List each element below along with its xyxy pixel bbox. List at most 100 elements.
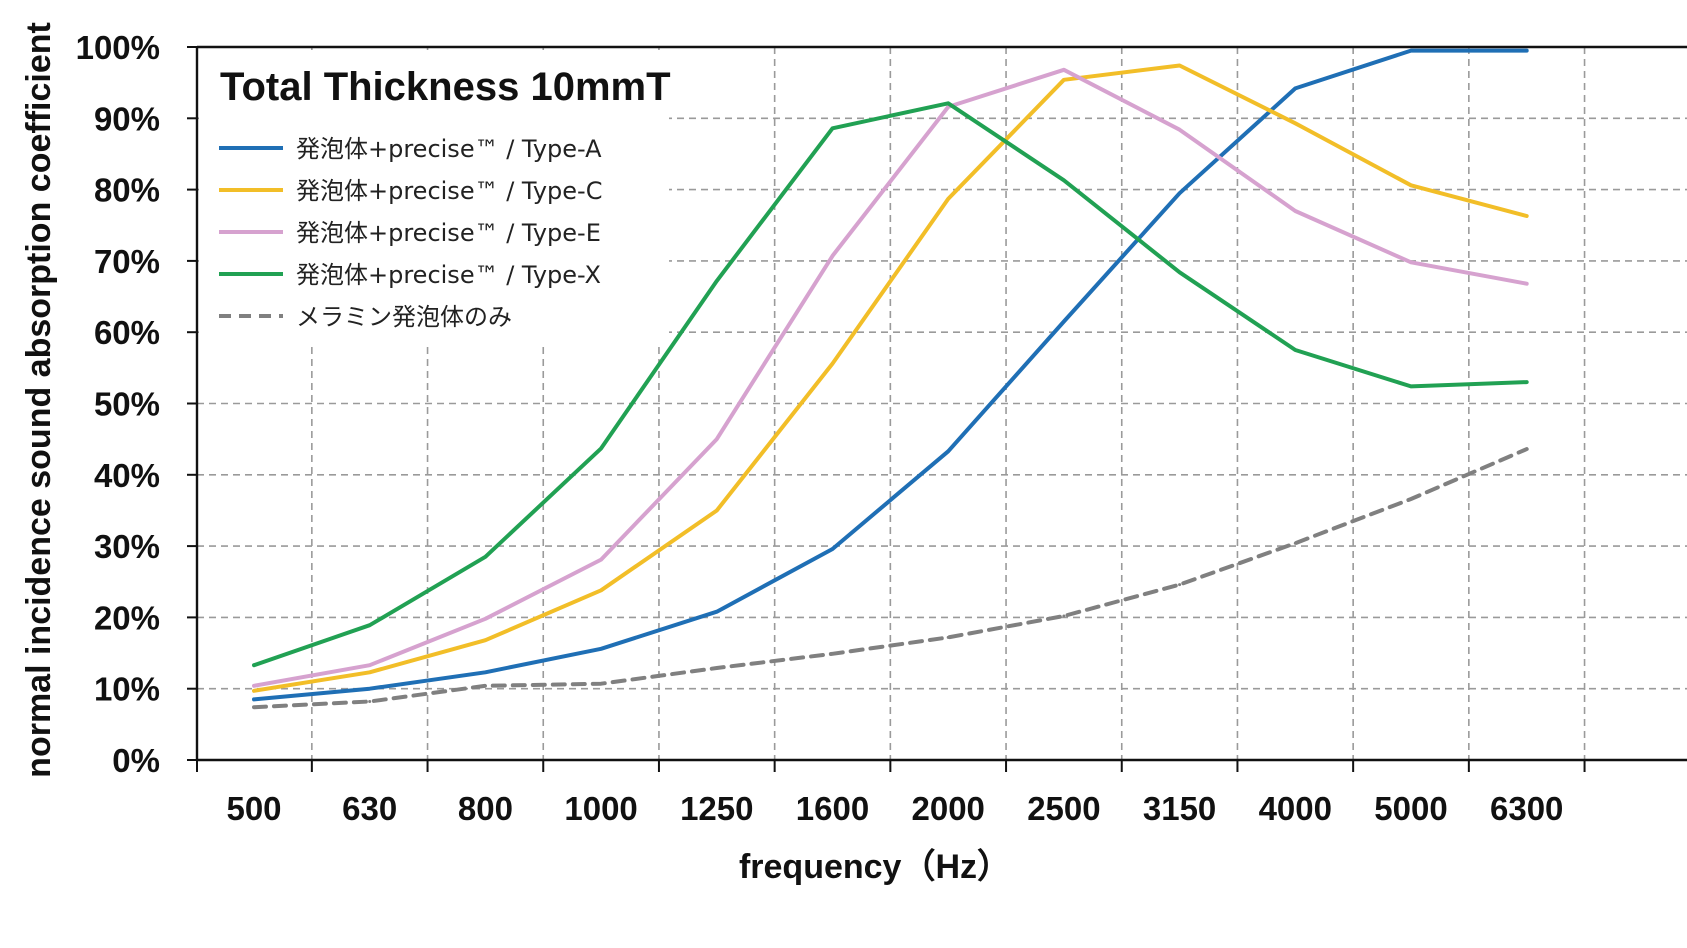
data-point: [1062, 178, 1066, 182]
legend-label-1: 発泡体+precise™ / Type-A: [296, 135, 602, 163]
data-point: [1525, 214, 1529, 218]
data-point: [1178, 64, 1182, 68]
x-tick-label: 500: [226, 790, 281, 827]
data-point: [831, 362, 834, 366]
data-point: [252, 663, 256, 667]
data-point: [715, 508, 719, 512]
data-point: [831, 547, 834, 551]
data-point: [1062, 614, 1066, 618]
data-point: [715, 437, 719, 441]
data-point: [368, 670, 372, 674]
data-point: [368, 623, 372, 627]
data-point: [483, 617, 487, 621]
data-point: [1293, 348, 1297, 352]
data-point: [252, 705, 256, 709]
data-point: [252, 689, 256, 693]
data-point: [1062, 320, 1066, 324]
x-tick-label: 1000: [564, 790, 637, 827]
data-point: [715, 279, 719, 283]
x-tick-label: 1250: [680, 790, 753, 827]
data-point: [599, 558, 603, 562]
data-point: [1293, 86, 1297, 90]
x-tick-label: 4000: [1259, 790, 1332, 827]
y-tick-label: 40%: [94, 457, 160, 494]
legend-label-4: 発泡体+precise™ / Type-X: [296, 261, 601, 289]
legend-background: [199, 50, 669, 345]
data-point: [1409, 384, 1413, 388]
x-tick-label: 2000: [911, 790, 984, 827]
legend-label-3: 発泡体+precise™ / Type-E: [296, 219, 601, 247]
data-point: [946, 197, 950, 201]
x-tick-label: 630: [342, 790, 397, 827]
x-tick-label: 5000: [1374, 790, 1447, 827]
data-point: [831, 254, 834, 258]
data-point: [1409, 49, 1413, 53]
legend-label-5: メラミン発泡体のみ: [296, 303, 512, 331]
y-tick-label: 100%: [76, 29, 160, 66]
data-point: [368, 700, 372, 704]
data-point: [946, 449, 950, 453]
series-line-3: [252, 67, 1529, 688]
series-line-5: [252, 447, 1529, 710]
data-point: [599, 682, 603, 686]
y-tick-label: 10%: [94, 671, 160, 708]
data-point: [483, 684, 487, 688]
data-point: [1525, 282, 1529, 286]
x-tick-label: 6300: [1490, 790, 1563, 827]
data-point: [715, 610, 719, 614]
data-point: [1293, 541, 1297, 545]
data-point: [483, 555, 487, 559]
data-point: [946, 635, 950, 639]
data-point: [715, 666, 719, 670]
data-point: [1178, 191, 1182, 195]
data-point: [483, 670, 487, 674]
data-point: [483, 638, 487, 642]
series-lines: [252, 48, 1529, 710]
data-point: [1525, 380, 1529, 384]
y-tick-label: 70%: [94, 243, 160, 280]
data-point: [1293, 209, 1297, 213]
x-tick-label: 2500: [1027, 790, 1100, 827]
y-tick-label: 0%: [112, 742, 160, 779]
data-point: [368, 663, 372, 667]
x-tick-label: 1600: [796, 790, 869, 827]
data-point: [599, 647, 603, 651]
y-tick-label: 60%: [94, 314, 160, 351]
data-point: [831, 126, 834, 130]
legend: 発泡体+precise™ / Type-A 発泡体+precise™ / Type…: [219, 135, 602, 331]
data-point: [1062, 78, 1066, 82]
data-point: [1525, 447, 1529, 451]
y-tick-label: 20%: [94, 599, 160, 636]
data-point: [946, 101, 950, 105]
x-tick-label: 800: [458, 790, 513, 827]
y-tick-label: 80%: [94, 172, 160, 209]
data-point: [1409, 497, 1413, 501]
series-line-4: [252, 101, 1529, 668]
series-line-1: [252, 48, 1529, 702]
axes: [187, 45, 1687, 772]
data-point: [1409, 183, 1413, 187]
data-point: [368, 687, 372, 691]
data-point: [1525, 49, 1529, 53]
data-point: [1062, 68, 1066, 72]
data-point: [1178, 270, 1182, 274]
data-point: [1178, 583, 1182, 587]
x-tick-label: 3150: [1143, 790, 1216, 827]
chart-title: Total Thickness 10mmT: [220, 65, 671, 109]
data-point: [1293, 121, 1297, 125]
data-point: [1409, 260, 1413, 264]
series-line-2: [252, 63, 1529, 693]
data-point: [252, 697, 256, 701]
y-tick-label: 50%: [94, 386, 160, 423]
data-point: [831, 652, 834, 656]
y-tick-labels: 0% 10% 20% 30% 40% 50% 60% 70% 80% 90% 100%: [76, 29, 160, 779]
x-tick-labels: 500 630 800 1000 1250 1600 2000 2500 3150 4000 500…: [226, 790, 1563, 827]
data-point: [599, 446, 603, 450]
data-point: [1178, 128, 1182, 132]
y-tick-label: 90%: [94, 100, 160, 137]
y-tick-label: 30%: [94, 528, 160, 565]
data-point: [599, 588, 603, 592]
x-axis-title: frequency（Hz）: [739, 847, 1011, 886]
data-point: [252, 684, 256, 688]
